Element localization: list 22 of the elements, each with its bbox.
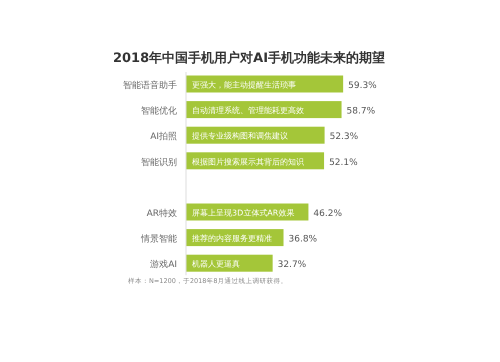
y-tick-label: 智能识别 (141, 156, 177, 168)
annotation: 推荐的内容服务更精准 (192, 234, 272, 244)
annotation: 屏幕上呈现3D立体式AR效果 (192, 208, 294, 218)
data-label: 32.7% (278, 260, 307, 270)
annotation: 更强大，能主动提醒生活琐事 (192, 80, 296, 90)
y-tick-label: AR特效 (146, 208, 177, 219)
data-label: 36.8% (288, 234, 318, 245)
data-label: 59.3% (348, 81, 378, 91)
y-tick-label: 游戏AI (150, 259, 177, 270)
data-label: 46.2% (313, 209, 342, 219)
y-tick-label: 智能语音助手 (123, 80, 177, 91)
annotation: 机器人更逼真 (192, 260, 240, 269)
annotation: 自动清理系统、管理能耗更高效 (192, 106, 304, 116)
data-label: 52.1% (329, 158, 358, 168)
y-tick-label: 情景智能 (140, 234, 177, 245)
data-label: 58.7% (346, 106, 376, 117)
data-label: 52.3% (330, 132, 359, 142)
y-tick-label: AI拍照 (150, 131, 177, 142)
annotation: 根据图片搜索展示其背后的知识 (192, 157, 304, 166)
y-tick-label: 智能优化 (141, 106, 177, 117)
chart-title: 2018年中国手机用户对AI手机功能未来的期望 (112, 50, 386, 66)
annotation: 提供专业级构图和调焦建议 (192, 132, 288, 141)
